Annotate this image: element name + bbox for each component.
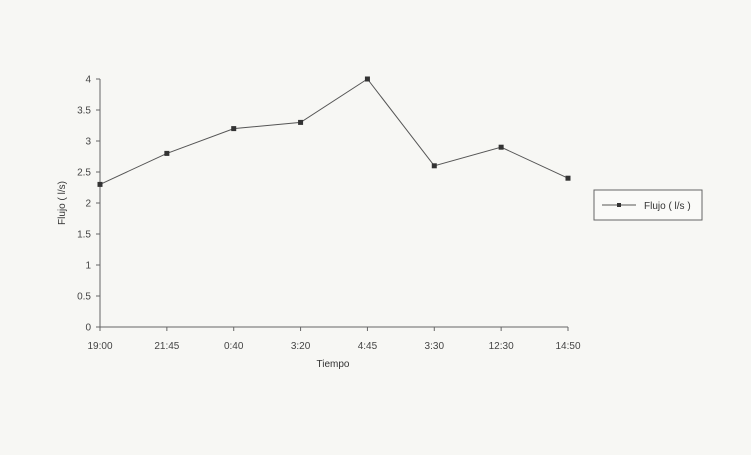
data-point [431,163,437,169]
y-axis-label: Flujo ( l/s) [57,181,68,225]
data-point [164,150,170,156]
data-point [364,76,370,82]
x-tick-label: 0:40 [224,341,244,352]
y-tick-label: 3.5 [77,106,91,117]
legend: Flujo ( l/s ) [593,189,703,221]
y-tick-label: 1 [85,261,91,272]
x-tick-label: 14:50 [555,341,580,352]
y-tick-label: 0.5 [77,292,91,303]
data-point [498,144,504,150]
series-line [99,78,569,185]
data-point [231,126,237,132]
legend-label: Flujo ( l/s ) [644,201,691,212]
y-tick-label: 2 [85,199,91,210]
data-point [97,181,103,187]
legend-marker [617,203,621,207]
series-flujo [97,76,571,187]
x-tick-label: 19:00 [87,341,112,352]
y-tick-label: 1.5 [77,230,91,241]
y-tick-label: 2.5 [77,168,91,179]
y-tick-label: 3 [85,137,91,148]
x-axis: 19:00 21:45 0:40 3:20 4:45 3:30 12:30 14:50 [87,326,581,352]
y-axis: 0 0.5 1 1.5 2 2.5 3 3.5 4 [77,75,101,334]
x-tick-label: 12:30 [489,341,514,352]
x-tick-label: 3:20 [291,341,311,352]
y-tick-label: 4 [85,75,91,86]
data-point [565,175,571,181]
x-axis-label: Tiempo [317,359,350,370]
y-tick-label: 0 [85,323,91,334]
x-tick-label: 3:30 [425,341,445,352]
data-point [298,119,304,125]
x-tick-label: 4:45 [358,341,378,352]
x-tick-label: 21:45 [154,341,179,352]
